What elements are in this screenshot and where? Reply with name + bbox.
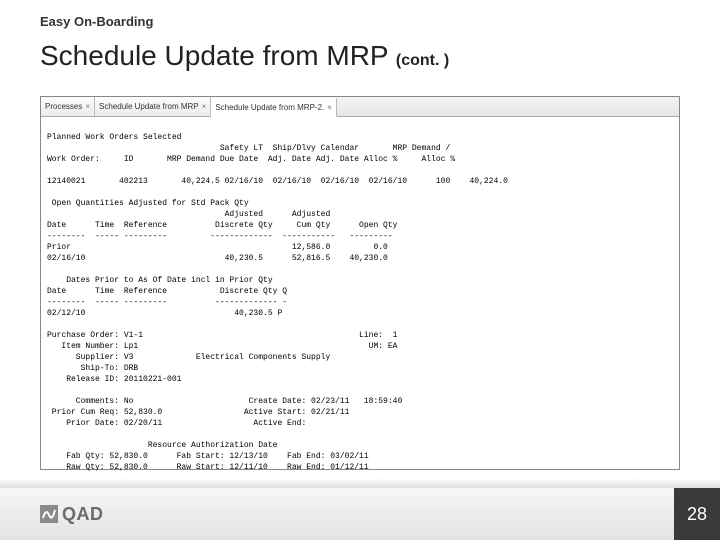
term-line: Planned Work Orders Selected [47,133,181,142]
term-line: Date Time Reference Discrete Qty Cum Qty… [47,221,397,230]
term-line: Work Order: ID MRP Demand Due Date Adj. … [47,155,455,164]
qad-logo: QAD [40,504,104,525]
tab-schedule-update-2[interactable]: Schedule Update from MRP-2. × [211,98,337,117]
term-line: Safety LT Ship/Dlvy Calendar MRP Demand … [47,144,450,153]
term-line: Resource Authorization Date [47,441,277,450]
app-window: Processes × Schedule Update from MRP × S… [40,96,680,470]
term-line: Fab Qty: 52,830.0 Fab Start: 12/13/10 Fa… [47,452,369,461]
close-icon[interactable]: × [85,102,90,111]
term-line: Date Time Reference Discrete Qty Q [47,287,287,296]
term-line: Prior 12,586.0 0.0 [47,243,388,252]
title-text: Schedule Update from MRP [40,40,396,71]
terminal-output: Planned Work Orders Selected Safety LT S… [41,117,679,488]
term-line: 02/16/10 40,230.5 52,816.5 40,230.0 [47,254,388,263]
close-icon[interactable]: × [327,103,332,112]
term-line: Comments: No Create Date: 02/23/11 18:59… [47,397,402,406]
tab-label: Processes [45,102,82,111]
term-line: -------- ----- --------- ------------- -… [47,232,393,241]
tab-bar: Processes × Schedule Update from MRP × S… [41,97,679,117]
tab-label: Schedule Update from MRP [99,102,199,111]
page-title: Schedule Update from MRP (cont. ) [40,40,449,72]
page-number: 28 [674,488,720,540]
close-icon[interactable]: × [202,102,207,111]
term-line: 02/12/10 40,230.5 P [47,309,282,318]
term-line: Adjusted Adjusted [47,210,330,219]
term-line: Open Quantities Adjusted for Std Pack Qt… [47,199,249,208]
term-line: Prior Date: 02/20/11 Active End: [47,419,306,428]
term-line: Supplier: V3 Electrical Components Suppl… [47,353,330,362]
header-small: Easy On-Boarding [40,14,153,29]
title-cont: (cont. ) [396,52,449,69]
tab-label: Schedule Update from MRP-2. [215,103,324,112]
term-line: Ship-To: DRB [47,364,138,373]
logo-text: QAD [62,504,104,525]
term-line: Release ID: 20110221-001 [47,375,181,384]
term-line: Item Number: Lp1 UM: EA [47,342,397,351]
term-line: Purchase Order: V1-1 Line: 1 [47,331,397,340]
term-line: Prior Cum Req: 52,830.0 Active Start: 02… [47,408,349,417]
term-line: Raw Qty: 52,830.0 Raw Start: 12/11/10 Ra… [47,463,369,472]
footer-shadow [0,478,720,488]
footer-bar: QAD 28 [0,488,720,540]
term-line: 12140021 402213 40,224.5 02/16/10 02/16/… [47,177,508,186]
tab-schedule-update[interactable]: Schedule Update from MRP × [95,97,211,116]
term-line: Dates Prior to As Of Date incl in Prior … [47,276,273,285]
tab-processes[interactable]: Processes × [41,97,95,116]
logo-icon [40,505,58,523]
term-line: -------- ----- --------- ------------- - [47,298,287,307]
